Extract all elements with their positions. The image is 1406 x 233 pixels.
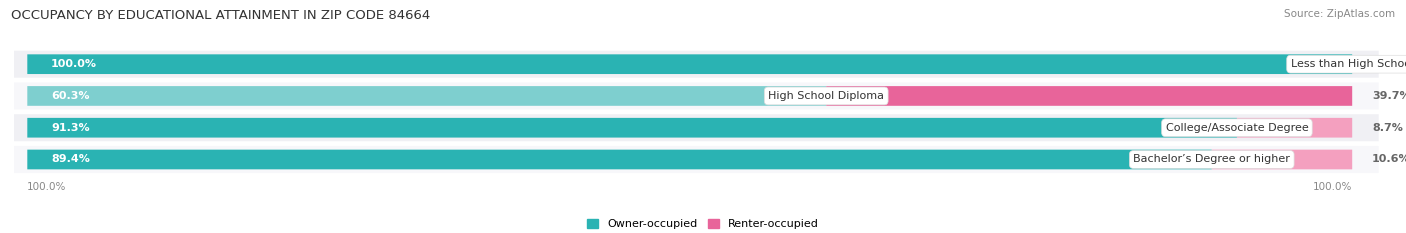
FancyBboxPatch shape xyxy=(27,118,1237,137)
Text: 100.0%: 100.0% xyxy=(1313,182,1353,192)
Text: 0.0%: 0.0% xyxy=(1372,59,1403,69)
Text: 91.3%: 91.3% xyxy=(51,123,90,133)
Legend: Owner-occupied, Renter-occupied: Owner-occupied, Renter-occupied xyxy=(586,219,820,229)
FancyBboxPatch shape xyxy=(1,51,1379,78)
Text: 100.0%: 100.0% xyxy=(51,59,97,69)
FancyBboxPatch shape xyxy=(1237,118,1353,137)
FancyBboxPatch shape xyxy=(27,54,1353,74)
Text: 8.7%: 8.7% xyxy=(1372,123,1403,133)
Text: College/Associate Degree: College/Associate Degree xyxy=(1166,123,1309,133)
Text: Less than High School: Less than High School xyxy=(1291,59,1406,69)
FancyBboxPatch shape xyxy=(27,86,827,106)
Text: 89.4%: 89.4% xyxy=(51,154,90,164)
FancyBboxPatch shape xyxy=(1,146,1379,173)
Text: 39.7%: 39.7% xyxy=(1372,91,1406,101)
Text: 60.3%: 60.3% xyxy=(51,91,90,101)
FancyBboxPatch shape xyxy=(1,114,1379,141)
Text: Bachelor’s Degree or higher: Bachelor’s Degree or higher xyxy=(1133,154,1291,164)
Text: 100.0%: 100.0% xyxy=(27,182,66,192)
FancyBboxPatch shape xyxy=(27,150,1212,169)
Text: OCCUPANCY BY EDUCATIONAL ATTAINMENT IN ZIP CODE 84664: OCCUPANCY BY EDUCATIONAL ATTAINMENT IN Z… xyxy=(11,9,430,22)
FancyBboxPatch shape xyxy=(1,82,1379,110)
Text: 10.6%: 10.6% xyxy=(1372,154,1406,164)
FancyBboxPatch shape xyxy=(827,86,1353,106)
Text: High School Diploma: High School Diploma xyxy=(768,91,884,101)
FancyBboxPatch shape xyxy=(1212,150,1353,169)
Text: Source: ZipAtlas.com: Source: ZipAtlas.com xyxy=(1284,9,1395,19)
